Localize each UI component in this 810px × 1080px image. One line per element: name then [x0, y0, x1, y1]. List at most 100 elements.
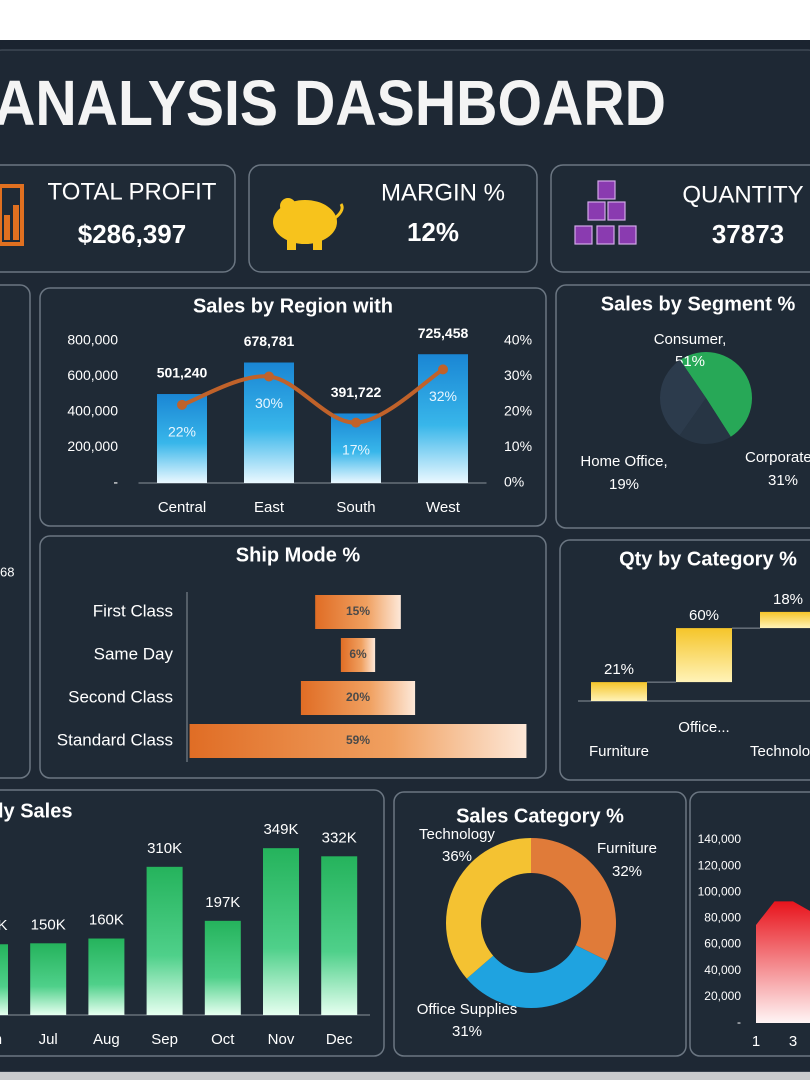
- margin-point: [438, 364, 448, 375]
- kpi-value: 12%: [407, 217, 459, 247]
- pie-slice: [679, 398, 731, 444]
- x-tick-label: Technology: [750, 743, 810, 760]
- x-tick-label: Sep: [151, 1031, 178, 1048]
- bar-label: 332K: [322, 829, 357, 846]
- bar: [30, 943, 67, 1015]
- kpi-card: [550, 164, 810, 273]
- y-tick-label: 40,000: [704, 963, 741, 977]
- kpi-value: 37873: [712, 219, 784, 249]
- x-tick-label: West: [426, 499, 461, 516]
- kpi-value: $286,397: [78, 219, 186, 249]
- chart-title: Sales by Region with: [193, 295, 393, 317]
- y-tick-label: 140,000: [698, 832, 742, 846]
- bar-label: 150K: [31, 916, 66, 933]
- donut-slice: [466, 945, 608, 1008]
- bar: [88, 938, 125, 1015]
- profit-icon: [0, 184, 24, 246]
- bar-label: 501,240: [157, 365, 208, 381]
- pie-category: Consumer,: [654, 331, 727, 348]
- y-tick-label: Second Class: [68, 687, 173, 706]
- y-tick-label: 400,000: [67, 403, 118, 419]
- y2-tick-label: 0%: [504, 474, 524, 490]
- y-tick-label: 60,000: [704, 937, 741, 951]
- pie-slice: [680, 352, 752, 437]
- donut-category: Office Supplies: [417, 1001, 518, 1018]
- pie-category: Home Office,: [580, 453, 667, 470]
- donut-value: 31%: [452, 1023, 482, 1040]
- kpi-label: QUANTITY: [682, 181, 803, 208]
- bar-label: 148K: [0, 917, 8, 934]
- waterfall-label: 60%: [689, 607, 719, 624]
- x-tick-label: East: [254, 499, 285, 516]
- chart-title: Sales Category %: [456, 805, 624, 827]
- funnel-bar: [189, 724, 527, 758]
- kpi-label: MARGIN %: [381, 179, 505, 206]
- dashboard-title: ANALYSIS DASHBOARD: [0, 67, 666, 139]
- bar: [263, 848, 299, 1015]
- bar-label: 678,781: [244, 333, 295, 349]
- margin-label: 17%: [342, 441, 370, 457]
- y-tick-label: -: [737, 1015, 741, 1029]
- x-tick-label: 1: [752, 1033, 760, 1050]
- bar-label: 197K: [205, 894, 240, 911]
- y-tick-label: First Class: [93, 601, 173, 620]
- y-tick-label: 600,000: [67, 367, 118, 383]
- waterfall-label: 18%: [773, 591, 803, 608]
- x-tick-label: Furniture: [589, 743, 649, 760]
- pie-value: 31%: [768, 472, 798, 489]
- pie-slice: [660, 360, 706, 436]
- piggy-icon: [273, 198, 344, 250]
- chart-title: Qty by Category %: [619, 548, 797, 570]
- donut-slice: [531, 838, 616, 961]
- y-tick-label: 80,000: [704, 911, 741, 925]
- y-tick-label: 200,000: [67, 438, 118, 454]
- donut-value: 32%: [612, 863, 642, 880]
- margin-label: 30%: [255, 395, 283, 411]
- funnel-label: 15%: [346, 604, 370, 618]
- x-tick-label: Jul: [39, 1031, 58, 1048]
- funnel-bar: [315, 595, 401, 629]
- side-panel-text: 68: [0, 564, 14, 579]
- margin-label: 22%: [168, 424, 196, 440]
- waterfall-label: 21%: [604, 661, 634, 678]
- pie-value: 19%: [609, 476, 639, 493]
- bar: [204, 920, 241, 1015]
- pie-category: Corporate: [745, 449, 810, 466]
- margin-line: [181, 367, 445, 425]
- funnel-bar: [340, 638, 376, 672]
- boxes-icon: [574, 180, 637, 245]
- panel: [39, 535, 547, 779]
- donut-slice: [446, 838, 531, 979]
- x-tick-label: Office...: [678, 719, 729, 736]
- x-tick-label: Dec: [326, 1031, 353, 1048]
- y2-tick-label: 40%: [504, 332, 532, 348]
- funnel-label: 20%: [346, 690, 370, 704]
- y-tick-label: 20,000: [704, 989, 741, 1003]
- x-tick-label: Nov: [268, 1031, 295, 1048]
- x-tick-label: Jun: [0, 1031, 2, 1048]
- bar-label: 349K: [263, 821, 298, 838]
- funnel-bar: [300, 681, 416, 715]
- y2-tick-label: 20%: [504, 403, 532, 419]
- area: [756, 901, 810, 1023]
- y-tick-label: -: [113, 474, 118, 490]
- bar: [418, 354, 468, 483]
- x-tick-label: Aug: [93, 1031, 120, 1048]
- chart-title: Sales by Segment %: [601, 293, 796, 315]
- side-panel: [0, 284, 31, 779]
- waterfall-bar: [676, 628, 732, 683]
- chart-title: Monthly Sales: [0, 800, 72, 822]
- margin-label: 32%: [429, 388, 457, 404]
- panel: [393, 791, 687, 1057]
- bar: [146, 866, 183, 1015]
- bar-label: 160K: [89, 911, 124, 928]
- y-tick-label: 100,000: [698, 884, 742, 898]
- chart-title: Ship Mode %: [236, 544, 361, 566]
- bar-label: 725,458: [418, 325, 469, 341]
- waterfall-bar: [760, 611, 810, 629]
- kpi-label: TOTAL PROFIT: [48, 178, 217, 205]
- bottom-edge: [0, 1072, 810, 1080]
- y-tick-label: Standard Class: [57, 730, 173, 749]
